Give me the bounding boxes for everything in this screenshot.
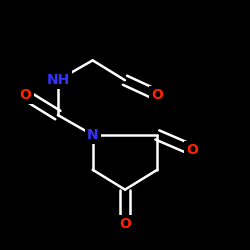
Text: O: O [152,88,163,102]
Text: O: O [20,88,32,102]
Text: O: O [119,218,131,232]
Text: NH: NH [46,73,70,87]
Text: O: O [186,143,198,157]
Text: N: N [87,128,99,142]
